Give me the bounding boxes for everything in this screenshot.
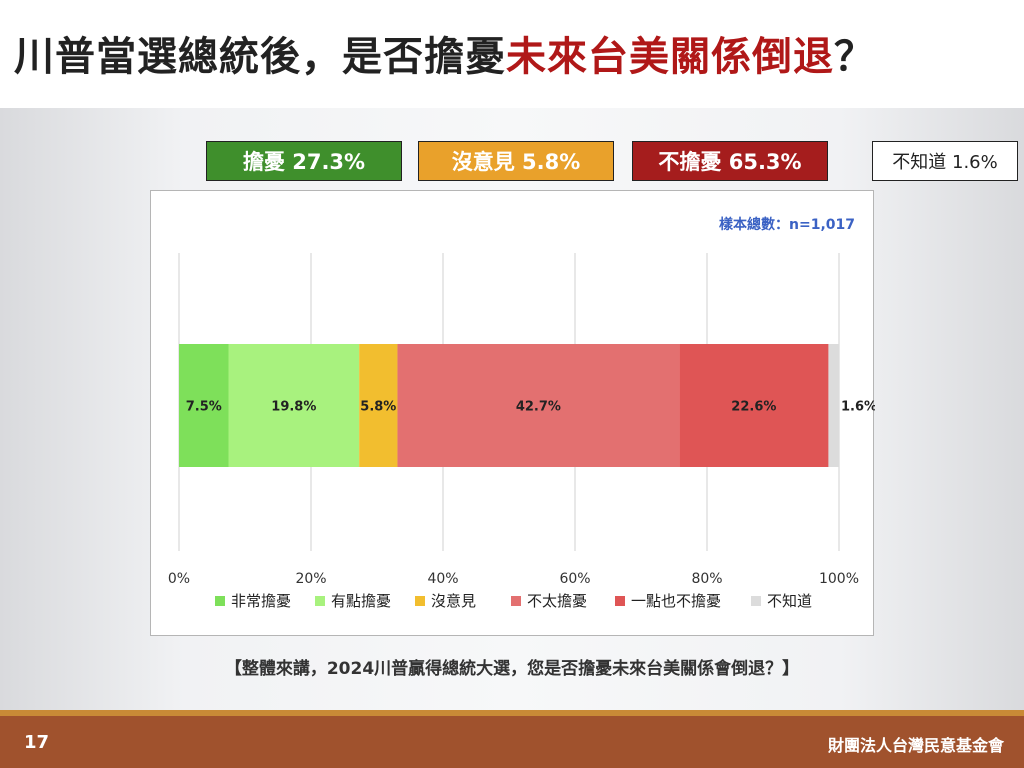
stacked-bar-chart: 7.5% 19.8% 5.8% 42.7% 22.6% 1.6% 0% 20% 40% 60% 8…: [168, 216, 875, 610]
organization-name: 財團法人台灣民意基金會: [827, 736, 1004, 755]
legend-swatch: [415, 596, 425, 606]
legend-label: 不知道: [767, 592, 812, 610]
badge-no-opinion: 沒意見 5.8%: [418, 141, 614, 181]
x-tick-label: 20%: [295, 571, 326, 587]
x-tick-label: 100%: [819, 571, 859, 587]
legend-swatch: [615, 596, 625, 606]
data-label: 1.6%: [841, 400, 875, 415]
x-tick-label: 60%: [559, 571, 590, 587]
legend-label: 沒意見: [431, 592, 476, 610]
legend-swatch: [751, 596, 761, 606]
x-tick-label: 40%: [427, 571, 458, 587]
x-tick-label: 80%: [691, 571, 722, 587]
title-highlight: 未來台美關係倒退: [506, 34, 834, 80]
page-number: 17: [24, 732, 50, 753]
badge-worry: 擔憂 27.3%: [206, 141, 402, 181]
sample-size-note: 樣本總數：n=1,017: [719, 216, 855, 233]
slide-header: 川普當選總統後，是否擔憂未來台美關係倒退？: [0, 0, 1024, 108]
chart-panel: 7.5% 19.8% 5.8% 42.7% 22.6% 1.6% 0% 20% 40% 60% 8…: [150, 190, 875, 636]
slide-title: 川普當選總統後，是否擔憂未來台美關係倒退？: [14, 24, 875, 82]
legend-swatch: [215, 596, 225, 606]
legend-swatch: [315, 596, 325, 606]
slide-footer: 17 財團法人台灣民意基金會: [0, 716, 1024, 768]
bar-segment: [828, 344, 839, 467]
bar-segment: [359, 344, 398, 467]
bar-segment: [397, 344, 680, 467]
data-label: 5.8%: [360, 400, 396, 415]
survey-question: 【整體來講，2024川普贏得總統大選，您是否擔憂未來台美關係會倒退？】: [224, 659, 800, 679]
legend-label: 一點也不擔憂: [631, 592, 721, 610]
bar-segment: [679, 344, 829, 467]
legend-label: 有點擔憂: [331, 592, 391, 610]
title-question-mark: ？: [834, 34, 875, 80]
bar-segment: [179, 344, 229, 467]
data-label: 42.7%: [516, 400, 561, 415]
legend-label: 不太擔憂: [527, 592, 587, 610]
badge-dont-know: 不知道 1.6%: [872, 141, 1018, 181]
data-label: 19.8%: [271, 400, 316, 415]
bar-segment: [228, 344, 360, 467]
legend-label: 非常擔憂: [231, 592, 291, 610]
badge-not-worry: 不擔憂 65.3%: [632, 141, 828, 181]
data-label: 22.6%: [731, 400, 776, 415]
data-label: 7.5%: [186, 400, 222, 415]
title-text: 川普當選總統後，是否擔憂: [14, 34, 506, 80]
legend-swatch: [511, 596, 521, 606]
x-tick-label: 0%: [168, 571, 190, 587]
footer-stripe: [0, 710, 1024, 716]
